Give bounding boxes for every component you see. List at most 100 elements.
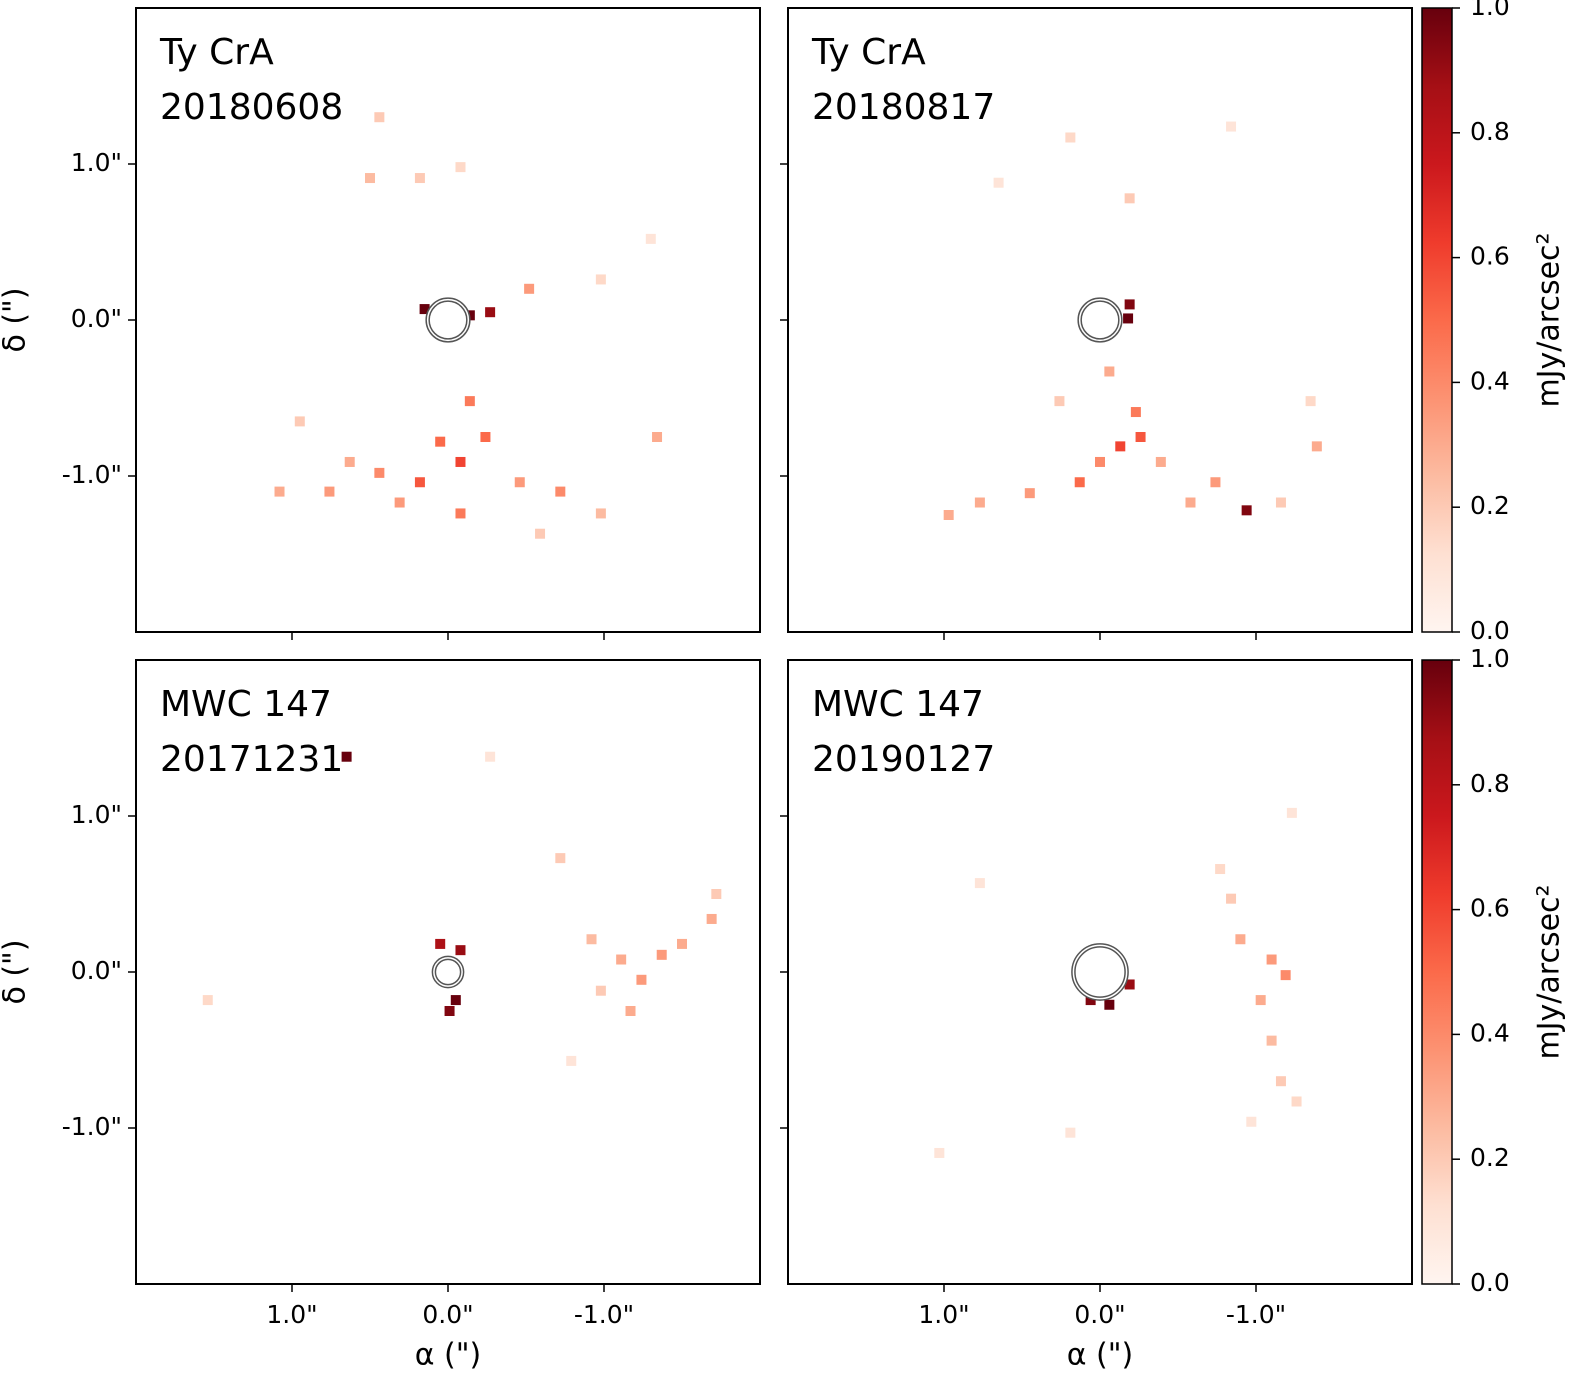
colorbar-tick-label: 0.0	[1470, 616, 1510, 645]
panel-title: MWC 147	[812, 684, 984, 725]
y-axis-label: δ (")	[0, 287, 33, 352]
emission-pixel	[555, 853, 566, 864]
colorbar-tick-label: 0.4	[1470, 366, 1510, 395]
y-tick-label: 1.0"	[71, 800, 122, 829]
emission-pixel	[455, 508, 466, 519]
emission-pixel	[711, 889, 722, 899]
colorbar-tick-label: 1.0	[1470, 0, 1510, 21]
emission-pixel	[555, 486, 566, 497]
emission-pixel	[1115, 441, 1126, 452]
emission-pixel	[1024, 488, 1035, 499]
emission-pixel	[444, 1006, 455, 1016]
panel-date: 20171231	[160, 739, 343, 780]
emission-pixel	[625, 1006, 636, 1016]
emission-pixel	[1065, 132, 1076, 143]
emission-pixel	[344, 456, 355, 467]
emission-pixel	[1155, 456, 1166, 467]
emission-pixel	[706, 913, 717, 924]
x-tick-label: -1.0"	[574, 1300, 634, 1329]
emission-pixel	[1123, 313, 1134, 324]
emission-pixel	[1054, 396, 1065, 407]
emission-pixel	[394, 497, 405, 508]
colorbar-tick-label: 0.8	[1470, 117, 1510, 146]
emission-pixel	[1124, 979, 1135, 990]
emission-pixel	[535, 528, 546, 539]
panel-date: 20180817	[812, 87, 995, 128]
emission-pixel	[1266, 1035, 1277, 1046]
emission-pixel	[1246, 1116, 1257, 1127]
colorbar-tick-label: 1.0	[1470, 644, 1510, 673]
emission-pixel	[485, 307, 496, 318]
emission-pixel	[1305, 396, 1316, 407]
emission-pixel	[1291, 1096, 1302, 1107]
panel-date: 20190127	[812, 739, 995, 780]
emission-pixel	[414, 477, 425, 488]
emission-pixel	[1280, 970, 1291, 981]
emission-pixel	[374, 467, 385, 478]
emission-pixel	[450, 995, 461, 1006]
emission-pixel	[485, 751, 496, 762]
y-tick-label: -1.0"	[62, 1112, 122, 1141]
mask-ring	[428, 300, 468, 340]
emission-pixel	[974, 497, 985, 508]
emission-pixel	[616, 954, 627, 965]
y-tick-label: 0.0"	[71, 956, 122, 985]
y-tick-label: 1.0"	[71, 148, 122, 177]
mask-ring	[425, 297, 471, 343]
x-tick-label: 1.0"	[918, 1300, 969, 1329]
emission-pixel	[595, 508, 606, 519]
emission-pixel	[464, 396, 475, 407]
mask-ring	[431, 955, 465, 989]
emission-pixel	[652, 432, 663, 442]
mask-ring	[1074, 946, 1126, 998]
emission-pixel	[514, 477, 525, 488]
emission-pixel	[1266, 954, 1277, 965]
emission-pixel	[1104, 999, 1115, 1010]
colorbar-tick-label: 0.8	[1470, 769, 1510, 798]
x-axis-label: α (")	[415, 1338, 482, 1373]
emission-pixel	[435, 436, 446, 447]
y-tick-label: -1.0"	[62, 460, 122, 489]
emission-pixel	[1226, 893, 1237, 904]
emission-pixel	[934, 1147, 945, 1158]
x-tick-label: 0.0"	[1074, 1300, 1125, 1329]
x-tick-label: -1.0"	[1226, 1300, 1286, 1329]
mask-ring	[434, 958, 462, 986]
emission-pixel	[1215, 864, 1226, 875]
emission-pixel	[1124, 193, 1135, 204]
emission-pixel	[1286, 807, 1297, 818]
x-tick-label: 1.0"	[266, 1300, 317, 1329]
panel-title: MWC 147	[160, 684, 332, 725]
emission-pixel	[455, 456, 466, 467]
emission-pixel	[202, 995, 213, 1006]
emission-pixel	[524, 283, 535, 294]
panel-title: Ty CrA	[159, 32, 274, 73]
x-axis-label: α (")	[1067, 1338, 1134, 1373]
emission-pixel	[374, 112, 385, 123]
emission-pixel	[993, 177, 1004, 188]
emission-pixel	[1241, 505, 1252, 516]
emission-pixel	[1135, 432, 1146, 442]
mask-ring	[1077, 297, 1123, 343]
emission-pixel	[435, 938, 446, 949]
colorbar-tick-label: 0.6	[1470, 894, 1510, 923]
emission-pixel	[455, 162, 466, 173]
emission-pixel	[645, 233, 656, 244]
emission-pixel	[636, 974, 647, 985]
emission-pixel	[1095, 456, 1105, 467]
emission-pixel	[1255, 995, 1266, 1006]
y-axis-label: δ (")	[0, 939, 33, 1004]
mask-ring	[1080, 300, 1120, 340]
colorbar-tick-label: 0.2	[1470, 491, 1510, 520]
colorbar-label: mJy/arcsec²	[1532, 232, 1567, 407]
emission-pixel	[677, 938, 687, 949]
emission-pixel	[656, 949, 667, 960]
emission-pixel	[341, 751, 352, 762]
emission-pixel	[1130, 407, 1141, 418]
panel-date: 20180608	[160, 87, 343, 128]
colorbar-tick-label: 0.6	[1470, 242, 1510, 271]
emission-pixel	[324, 486, 335, 497]
emission-pixel	[1226, 121, 1237, 132]
emission-pixel	[480, 432, 491, 442]
